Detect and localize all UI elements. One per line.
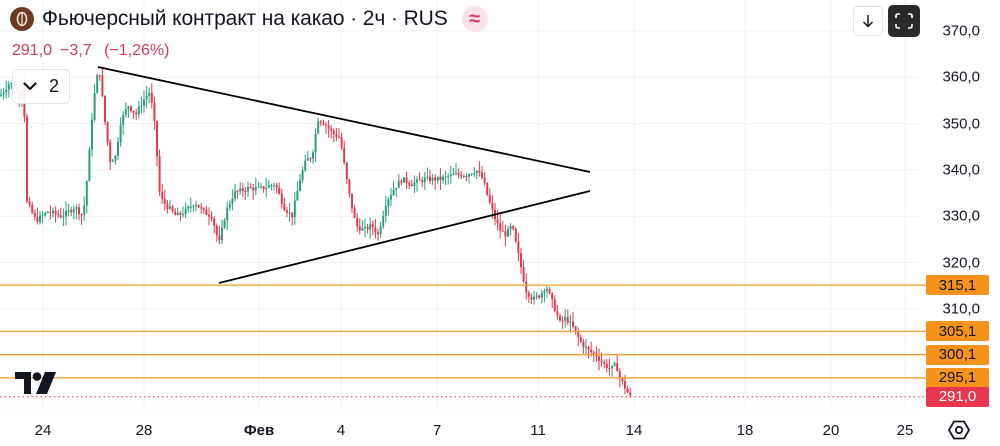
price-axis-label: 350,0: [942, 115, 980, 133]
time-axis-label: 7: [432, 422, 442, 439]
time-axis-label: 20: [822, 422, 840, 439]
time-axis-label: 25: [896, 422, 914, 439]
scroll-to-realtime-button[interactable]: [853, 6, 883, 36]
upper-trendline: [97, 66, 591, 173]
price-axis-label: 320,0: [942, 254, 980, 271]
time-axis-label: 14: [625, 422, 643, 439]
time-axis-label: 4: [336, 422, 346, 439]
price-change-pct: (−1,26%): [104, 42, 170, 59]
cocoa-bean-icon: [10, 7, 34, 31]
chart-header: Фьючерсный контракт на какао · 2ч · RUS …: [10, 6, 488, 32]
price-summary: 291,0 −3,7 (−1,26%): [12, 42, 169, 60]
chevron-down-icon: [23, 82, 37, 91]
price-level-label: 295,1: [926, 367, 989, 388]
lower-trendline: [218, 190, 591, 284]
candles: [0, 66, 632, 398]
arrow-down-icon: [862, 15, 874, 28]
price-axis-label: 360,0: [942, 68, 980, 86]
price-level-label: 305,1: [926, 321, 989, 342]
price-level-label: 300,1: [926, 344, 989, 365]
fullscreen-icon: [895, 13, 913, 29]
time-axis-label: Фев: [243, 422, 275, 439]
tradingview-logo-icon[interactable]: [15, 372, 57, 399]
settings-button[interactable]: [948, 419, 970, 446]
fullscreen-button[interactable]: [888, 5, 920, 37]
approx-icon[interactable]: ≈: [461, 6, 488, 32]
time-axis-label: 18: [736, 422, 754, 439]
time-axis-label: 28: [135, 422, 153, 439]
price-axis-label: 310,0: [942, 300, 980, 318]
time-axis-label: 11: [530, 422, 546, 439]
time-axis-label: 24: [34, 422, 52, 439]
price-axis-label: 330,0: [942, 207, 980, 225]
price-axis-label: 340,0: [942, 161, 980, 179]
price-axis-label: 370,0: [942, 22, 980, 40]
legend-toggle-button[interactable]: 2: [12, 69, 70, 104]
settings-icon: [948, 420, 970, 440]
symbol-title[interactable]: Фьючерсный контракт на какао · 2ч · RUS: [42, 7, 448, 30]
last-price-label: 291,0: [926, 386, 989, 407]
price-level-label: 315,1: [926, 275, 989, 296]
last-price: 291,0: [12, 42, 53, 59]
indicator-count: 2: [48, 76, 59, 96]
price-change: −3,7: [60, 42, 92, 59]
